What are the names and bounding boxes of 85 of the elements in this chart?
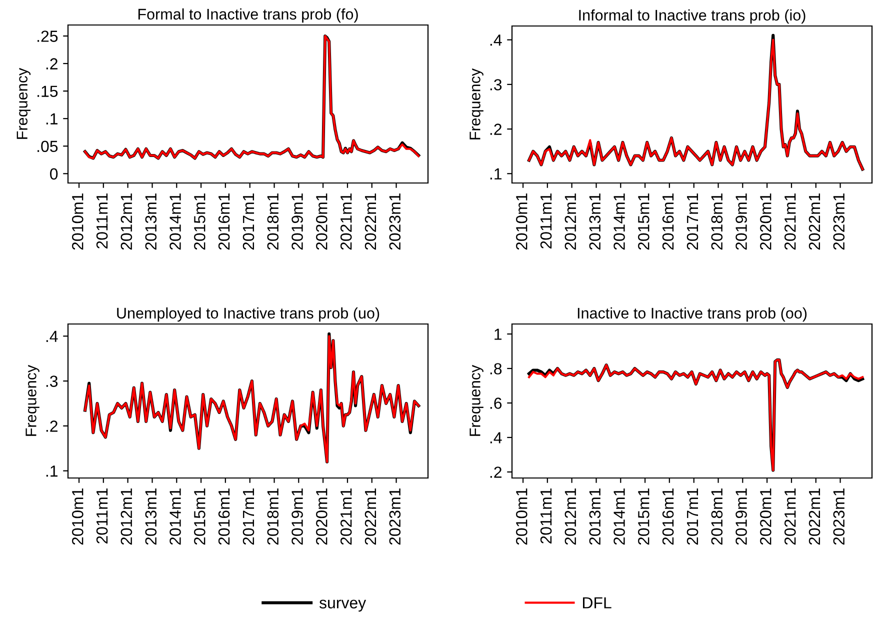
y-tick-label: .2 [490,124,502,135]
x-tick-label: 2015m1 [194,488,206,545]
x-tick-label: 2015m1 [638,193,650,250]
x-tick-label: 2020m1 [316,488,328,545]
y-tick-label: .4 [46,330,58,342]
x-tick-label: 2022m1 [808,488,820,545]
x-tick-label: 2014m1 [614,488,625,545]
y-tick-label: .4 [490,34,502,46]
x-tick-label: 2013m1 [145,193,157,250]
chart-title: Informal to Inactive trans prob (io) [579,9,806,24]
x-tick-label: 2016m1 [662,193,674,250]
x-tick-label: 2016m1 [662,488,674,545]
x-tick-label: 2014m1 [614,193,625,250]
x-tick-label: 2016m1 [218,193,230,250]
x-tick-label: 2014m1 [170,488,181,545]
y-tick-label: .25 [38,30,58,42]
x-tick-label: 2020m1 [760,193,772,250]
y-tick-label: .8 [490,363,502,374]
x-tick-label: 2019m1 [292,488,303,545]
y-tick-label: .2 [46,58,58,70]
x-tick-label: 2020m1 [316,193,328,250]
x-tick-label: 2011m1 [540,488,552,544]
x-tick-label: 2023m1 [833,488,845,545]
x-tick-label: 2022m1 [808,193,820,250]
x-tick-label: 2012m1 [564,488,576,545]
y-tick-label: .4 [490,432,502,444]
x-tick-label: 2013m1 [589,193,601,250]
x-tick-label: 2022m1 [364,193,376,250]
x-tick-label: 2023m1 [833,193,845,250]
x-tick-label: 2021m1 [340,488,352,545]
x-tick-label: 2013m1 [145,488,157,545]
x-tick-label: 2023m1 [389,193,401,250]
x-tick-label: 2018m1 [711,193,723,250]
x-tick-label: 2012m1 [564,193,576,250]
x-tick-label: 2021m1 [784,488,796,545]
x-tick-label: 2011m1 [96,193,108,248]
x-tick-label: 2020m1 [760,488,772,545]
x-tick-label: 2018m1 [711,488,723,545]
x-tick-label: 2023m1 [389,488,401,545]
x-tick-label: 2018m1 [267,193,279,250]
x-tick-label: 2012m1 [120,193,132,250]
x-tick-label: 2017m1 [242,193,254,250]
x-tick-label: 2011m1 [96,488,108,544]
x-tick-label: 2015m1 [194,193,206,250]
x-tick-label: 2017m1 [242,488,254,545]
x-tick-label: 2021m1 [340,193,352,250]
legend-label: survey [319,600,366,612]
x-tick-label: 2010m1 [72,193,84,250]
y-tick-label: .6 [490,398,502,409]
chart-title: Formal to Inactive trans prob (fo) [138,8,358,23]
y-tick-label: .3 [46,376,58,387]
x-tick-label: 2014m1 [170,193,181,250]
y-tick-label: .05 [38,140,58,152]
x-tick-label: 2019m1 [292,193,303,250]
y-tick-label: .1 [490,168,502,180]
x-tick-label: 2019m1 [736,488,747,545]
legend-label: DFL [583,597,612,608]
x-tick-label: 2016m1 [218,488,230,545]
y-axis-title: Frequency [470,364,484,436]
x-tick-label: 2018m1 [267,488,279,545]
x-tick-label: 2010m1 [72,488,84,545]
y-tick-label: .1 [46,113,58,124]
y-tick-label: 0 [50,168,58,180]
x-tick-label: 2012m1 [120,488,132,545]
x-tick-label: 2022m1 [364,488,376,545]
x-tick-label: 2010m1 [516,193,528,250]
chart-title: Inactive to Inactive trans prob (oo) [578,307,807,322]
x-tick-label: 2013m1 [589,488,601,545]
x-tick-label: 2017m1 [686,488,698,545]
y-tick-label: .15 [38,86,58,98]
y-tick-label: .1 [46,466,58,477]
y-axis-title: Frequency [16,68,31,139]
y-tick-label: .2 [46,420,58,432]
x-tick-label: 2010m1 [516,488,528,545]
x-tick-label: 2021m1 [784,193,796,250]
y-axis-title: Frequency [470,68,484,140]
y-tick-label: .2 [490,466,502,478]
x-tick-label: 2019m1 [736,193,747,250]
x-tick-label: 2011m1 [540,193,552,248]
x-tick-label: 2017m1 [686,193,698,250]
y-tick-label: 1 [494,328,502,340]
y-tick-label: .3 [490,79,502,90]
x-tick-label: 2015m1 [638,488,650,545]
y-axis-title: Frequency [26,364,40,436]
chart-title: Unemployed to Inactive trans prob (uo) [117,307,380,322]
